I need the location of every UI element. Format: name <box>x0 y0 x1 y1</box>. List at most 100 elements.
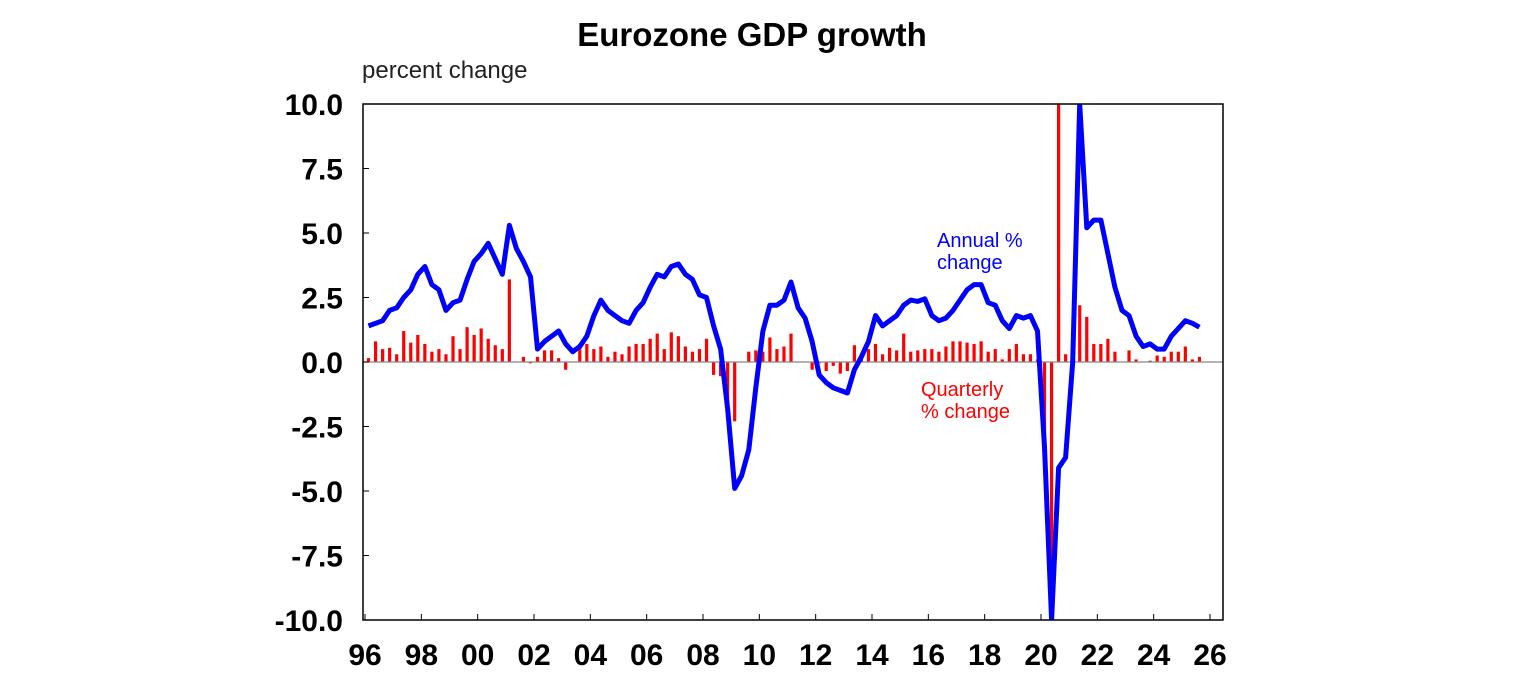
quarterly-bar <box>852 345 856 362</box>
quarterly-bar <box>916 350 920 362</box>
quarterly-bar <box>1085 316 1089 362</box>
quarterly-bar <box>1092 343 1096 362</box>
quarterly-bar <box>1014 343 1018 362</box>
quarterly-bar <box>733 362 737 422</box>
quarterly-bar <box>1162 356 1166 362</box>
x-tick-label: 18 <box>968 639 1001 672</box>
quarterly-bar <box>1155 355 1159 362</box>
quarterly-bar <box>895 350 899 362</box>
quarterly-bar <box>1049 362 1054 620</box>
x-tick-label: 26 <box>1193 639 1226 672</box>
quarterly-bar <box>951 341 955 362</box>
quarterly-bar <box>831 362 835 366</box>
annual-annotation-line2: change <box>937 252 1003 274</box>
quarterly-bar <box>655 333 659 362</box>
y-tick-label: 7.5 <box>301 154 343 187</box>
quarterly-bar <box>923 349 927 362</box>
quarterly-bar <box>1176 351 1180 362</box>
x-tick-label: 00 <box>461 639 494 672</box>
quarterly-bar <box>979 341 983 362</box>
quarterly-bar <box>1042 362 1047 450</box>
quarterly-bar <box>599 346 603 362</box>
x-tick-label: 06 <box>630 639 663 672</box>
quarterly-bar <box>472 334 476 362</box>
x-tick-label: 12 <box>799 639 832 672</box>
quarterly-bar <box>430 351 434 362</box>
annual-line <box>367 104 1201 620</box>
x-tick-label: 20 <box>1024 639 1057 672</box>
quarterly-bar <box>416 334 420 362</box>
x-tick-label: 16 <box>912 639 945 672</box>
quarterly-bar <box>542 350 547 362</box>
quarterly-bar <box>902 333 906 362</box>
quarterly-bar <box>873 343 878 362</box>
quarterly-bar <box>409 342 413 362</box>
quarterly-bar <box>1113 351 1117 362</box>
quarterly-bar <box>521 356 526 362</box>
quarterly-bar <box>458 349 462 362</box>
quarterly-bar <box>747 351 751 362</box>
quarterly-bar <box>557 358 561 362</box>
quarterly-bar <box>972 343 976 362</box>
quarterly-bar <box>880 354 885 362</box>
quarterly-bar <box>810 362 814 370</box>
quarterly-annotation-line1: Quarterly <box>921 379 1003 401</box>
quarterly-bar <box>627 346 631 362</box>
quarterly-bar <box>550 350 554 362</box>
quarterly-bar <box>592 349 596 362</box>
quarterly-bar <box>669 332 673 362</box>
quarterly-bar <box>486 338 490 362</box>
quarterly-bar <box>444 354 448 362</box>
quarterly-bar <box>1064 354 1068 362</box>
quarterly-bar <box>993 349 997 362</box>
y-tick-label: 2.5 <box>301 283 343 316</box>
quarterly-bar <box>388 347 392 362</box>
y-tick-label: -2.5 <box>291 412 343 445</box>
quarterly-bar <box>578 343 582 362</box>
quarterly-bar <box>1134 359 1138 362</box>
x-tick-label: 24 <box>1137 639 1171 672</box>
quarterly-bar <box>1078 305 1082 362</box>
x-tick-label: 22 <box>1081 639 1114 672</box>
quarterly-bar <box>648 338 652 362</box>
quarterly-bar <box>1000 359 1004 362</box>
quarterly-bar <box>641 343 645 362</box>
quarterly-bar <box>1190 359 1194 362</box>
quarterly-bar <box>1028 354 1033 362</box>
quarterly-bar <box>817 362 821 364</box>
quarterly-bar <box>824 362 828 372</box>
quarterly-bar <box>1148 360 1152 362</box>
quarterly-bar <box>1007 349 1011 362</box>
quarterly-bar <box>528 362 533 364</box>
quarterly-bar <box>662 349 666 362</box>
quarterly-bar <box>423 343 427 362</box>
quarterly-bar <box>451 336 455 362</box>
quarterly-bar <box>986 351 990 362</box>
quarterly-annotation-line2: % change <box>921 401 1010 423</box>
quarterly-bar <box>697 349 702 362</box>
quarterly-bar <box>683 346 687 362</box>
quarterly-bar <box>726 362 730 406</box>
y-tick-label: -10.0 <box>275 605 343 638</box>
x-tick-label: 08 <box>686 639 719 672</box>
quarterly-bar <box>909 351 913 362</box>
x-tick-label: 98 <box>405 639 438 672</box>
quarterly-bar <box>535 356 540 362</box>
quarterly-bar <box>479 328 483 362</box>
quarterly-bar <box>1106 338 1110 362</box>
quarterly-bar <box>958 341 962 362</box>
quarterly-bar <box>437 349 441 362</box>
quarterly-bar <box>500 349 504 362</box>
quarterly-bar <box>775 349 779 362</box>
quarterly-bar <box>1057 104 1061 362</box>
y-tick-label: -5.0 <box>291 476 343 509</box>
quarterly-bar <box>888 347 892 362</box>
quarterly-bar <box>866 349 871 362</box>
quarterly-bar <box>761 351 765 362</box>
quarterly-bar <box>402 331 406 362</box>
quarterly-bar <box>585 343 589 362</box>
annual-annotation-line1: Annual % <box>937 230 1023 252</box>
quarterly-bar <box>930 349 934 362</box>
quarterly-bar <box>1099 343 1103 362</box>
